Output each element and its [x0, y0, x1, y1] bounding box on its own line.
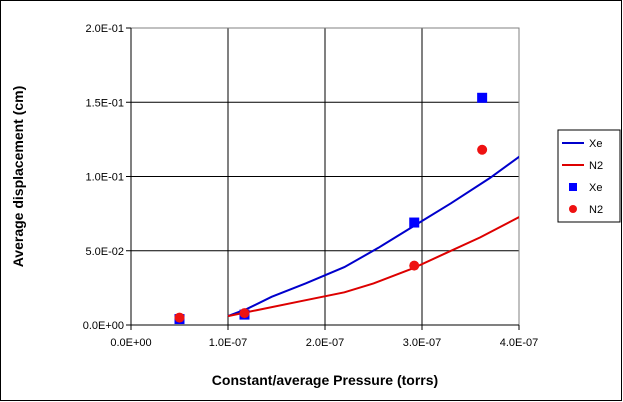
y-tick-label: 1.0E-01 — [85, 172, 124, 184]
legend-entry-xe: Xe — [562, 138, 602, 150]
x-tick-label: 0.0E+00 — [110, 337, 151, 349]
x-tick-label: 4.0E-07 — [500, 337, 539, 349]
legend-swatch-circle — [569, 205, 577, 213]
y-tick-label: 0.0E+00 — [83, 320, 124, 332]
series-line-n2 — [227, 216, 519, 318]
legend-entry-xe: Xe — [569, 182, 602, 194]
series-layer — [174, 92, 519, 325]
legend-label: Xe — [589, 138, 602, 150]
axes: 0.0E+00 5.0E-02 1.0E-01 1.5E-01 2.0E-01 0.0E+… — [83, 23, 539, 349]
data-point-n2 — [477, 144, 488, 155]
legend-label: Xe — [589, 182, 602, 194]
legend-entry-n2: N2 — [562, 160, 603, 172]
data-point-xe — [409, 217, 420, 228]
data-point-n2 — [409, 260, 420, 271]
y-tick-label: 2.0E-01 — [85, 23, 124, 35]
x-tick-label: 1.0E-07 — [209, 337, 248, 349]
legend-label: N2 — [589, 204, 603, 216]
legend-entry-n2: N2 — [569, 204, 603, 216]
x-tick-label: 2.0E-07 — [306, 337, 345, 349]
y-axis-title: Average displacement (cm) — [10, 86, 26, 268]
x-tick-label: 3.0E-07 — [403, 337, 442, 349]
data-point-xe — [477, 92, 488, 103]
gridlines — [131, 28, 519, 325]
legend-box — [557, 129, 621, 223]
y-tick-label: 1.5E-01 — [85, 97, 124, 109]
series-line-xe — [227, 155, 519, 318]
legend: Xe N2 Xe N2 — [557, 129, 621, 223]
legend-swatch-square — [569, 183, 577, 191]
data-point-n2 — [174, 312, 185, 323]
legend-label: N2 — [589, 160, 603, 172]
data-point-n2 — [239, 308, 250, 319]
x-axis-title: Constant/average Pressure (torrs) — [212, 372, 438, 388]
y-tick-label: 5.0E-02 — [85, 246, 124, 258]
